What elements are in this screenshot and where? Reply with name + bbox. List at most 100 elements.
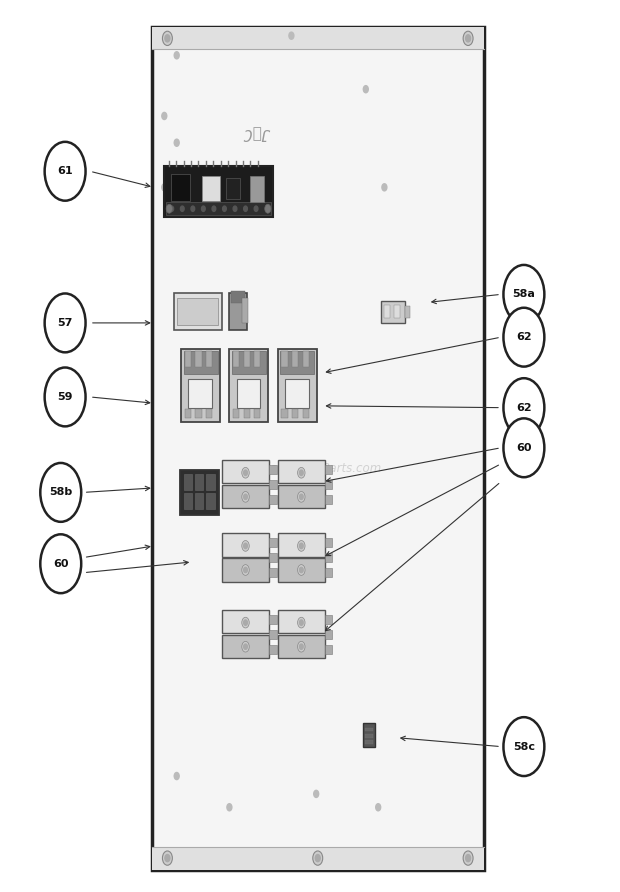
Circle shape bbox=[244, 494, 247, 500]
Text: 60: 60 bbox=[53, 558, 69, 569]
Bar bbox=[303, 409, 309, 418]
Bar bbox=[233, 351, 239, 367]
Bar bbox=[231, 291, 245, 303]
Bar bbox=[278, 485, 325, 508]
Bar bbox=[365, 734, 373, 738]
Circle shape bbox=[299, 494, 303, 500]
Bar bbox=[269, 538, 277, 547]
Circle shape bbox=[45, 142, 86, 201]
Bar bbox=[269, 630, 277, 639]
Bar bbox=[222, 635, 269, 658]
Bar bbox=[269, 553, 277, 562]
Bar bbox=[222, 460, 269, 483]
Bar bbox=[242, 298, 248, 323]
Bar bbox=[164, 166, 273, 217]
Bar bbox=[195, 474, 203, 490]
Circle shape bbox=[165, 35, 170, 42]
Bar bbox=[269, 495, 277, 504]
Bar bbox=[229, 349, 268, 422]
Bar bbox=[278, 558, 325, 582]
Circle shape bbox=[244, 567, 247, 573]
Bar bbox=[185, 351, 191, 367]
Circle shape bbox=[165, 855, 170, 862]
Bar bbox=[185, 409, 191, 418]
Bar bbox=[365, 728, 373, 731]
Bar bbox=[184, 493, 192, 509]
Bar bbox=[269, 645, 277, 654]
Bar bbox=[384, 305, 390, 318]
Bar bbox=[269, 568, 277, 577]
Circle shape bbox=[298, 491, 305, 502]
Circle shape bbox=[503, 378, 544, 437]
Circle shape bbox=[233, 206, 237, 211]
Bar bbox=[325, 480, 332, 489]
Bar bbox=[325, 465, 332, 474]
Bar bbox=[184, 351, 218, 374]
Bar bbox=[226, 178, 240, 199]
Bar bbox=[278, 635, 325, 658]
Text: 62: 62 bbox=[516, 402, 532, 413]
Bar bbox=[229, 293, 247, 330]
Circle shape bbox=[298, 617, 305, 628]
Bar bbox=[254, 351, 260, 367]
Text: J␳C: J␳C bbox=[244, 127, 271, 141]
Bar bbox=[363, 723, 375, 747]
Circle shape bbox=[299, 567, 303, 573]
Bar bbox=[250, 176, 264, 202]
Circle shape bbox=[45, 293, 86, 352]
Bar bbox=[206, 351, 212, 367]
Bar bbox=[181, 349, 220, 422]
Bar bbox=[281, 409, 288, 418]
Circle shape bbox=[244, 543, 247, 549]
Bar bbox=[278, 349, 317, 422]
Circle shape bbox=[503, 265, 544, 324]
Bar bbox=[280, 351, 314, 374]
Bar bbox=[195, 351, 202, 367]
Bar bbox=[174, 293, 222, 330]
Text: 57: 57 bbox=[58, 318, 73, 328]
Bar bbox=[303, 351, 309, 367]
Circle shape bbox=[503, 418, 544, 477]
Circle shape bbox=[254, 206, 258, 211]
Circle shape bbox=[299, 644, 303, 649]
Circle shape bbox=[463, 31, 473, 45]
Text: 61: 61 bbox=[57, 166, 73, 177]
Bar bbox=[269, 480, 277, 489]
Bar bbox=[244, 409, 250, 418]
Circle shape bbox=[174, 202, 179, 209]
Bar bbox=[206, 474, 215, 490]
Circle shape bbox=[242, 641, 249, 652]
Bar bbox=[222, 485, 269, 508]
Bar bbox=[269, 465, 277, 474]
Circle shape bbox=[299, 620, 303, 625]
Bar bbox=[325, 568, 332, 577]
Circle shape bbox=[174, 772, 179, 780]
Circle shape bbox=[299, 543, 303, 549]
Circle shape bbox=[244, 644, 247, 649]
Bar bbox=[232, 351, 266, 374]
Bar bbox=[195, 493, 203, 509]
Bar bbox=[285, 379, 309, 408]
Bar bbox=[405, 306, 410, 318]
Text: 58b: 58b bbox=[49, 487, 73, 498]
Circle shape bbox=[376, 804, 381, 811]
Circle shape bbox=[315, 855, 321, 862]
Circle shape bbox=[202, 206, 205, 211]
Circle shape bbox=[40, 534, 81, 593]
Circle shape bbox=[289, 32, 294, 39]
Bar bbox=[184, 474, 192, 490]
Circle shape bbox=[174, 139, 179, 146]
Circle shape bbox=[45, 368, 86, 426]
Circle shape bbox=[242, 565, 249, 575]
Circle shape bbox=[244, 206, 247, 211]
Circle shape bbox=[242, 617, 249, 628]
Circle shape bbox=[244, 470, 247, 475]
Circle shape bbox=[242, 491, 249, 502]
Bar bbox=[152, 27, 484, 49]
Bar bbox=[188, 379, 212, 408]
Circle shape bbox=[298, 565, 305, 575]
Bar bbox=[365, 740, 373, 744]
Bar bbox=[254, 409, 260, 418]
Circle shape bbox=[463, 851, 473, 865]
Circle shape bbox=[244, 620, 247, 625]
